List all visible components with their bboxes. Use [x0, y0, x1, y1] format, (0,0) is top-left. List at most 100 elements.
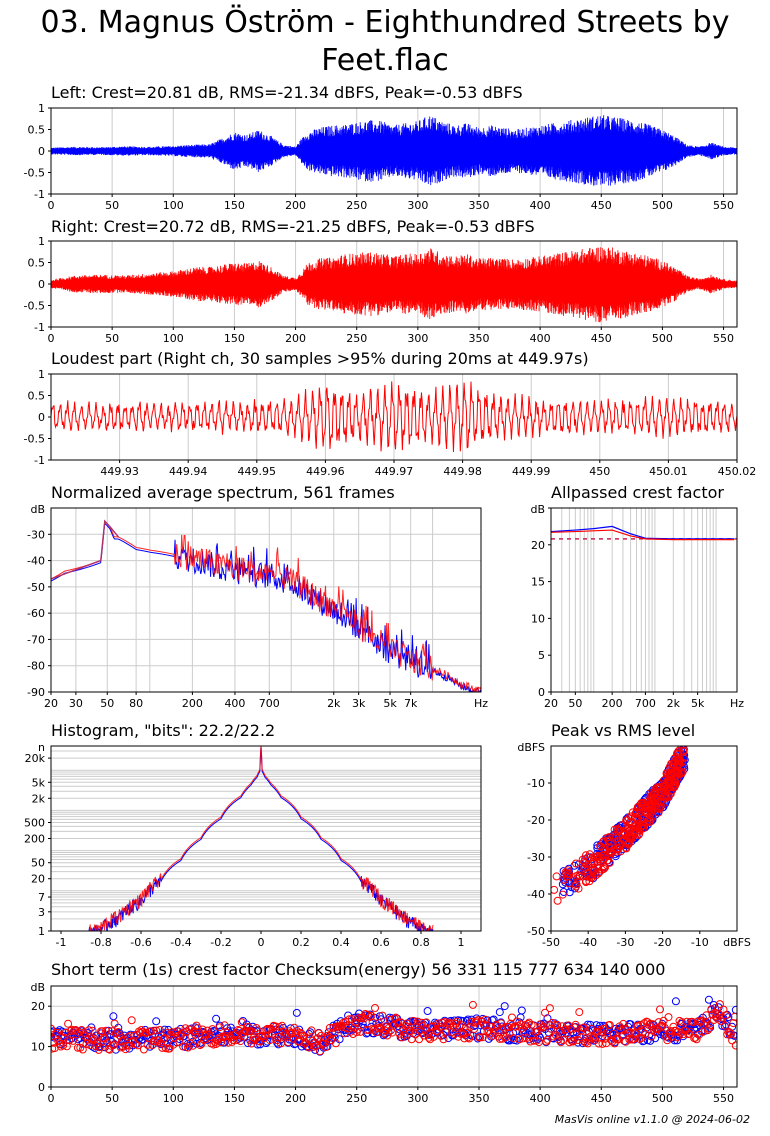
peakrms-point	[624, 814, 633, 823]
loudest-xtick-label: 449.93	[100, 465, 139, 478]
peakrms-point	[618, 821, 627, 830]
shortcrest-xtick-label: 400	[530, 1092, 551, 1105]
right-xtick-label: 400	[530, 332, 551, 345]
peakrms-point	[563, 866, 572, 875]
shortcrest-point	[517, 1006, 526, 1015]
histogram-ytick-label: 2k	[32, 792, 46, 805]
peakrms-point	[572, 882, 580, 891]
peakrms-point	[553, 896, 562, 905]
shortcrest-point	[75, 1028, 84, 1037]
shortcrest-point	[289, 1034, 298, 1043]
shortcrest-point	[575, 1008, 584, 1017]
loudest-xtick-label: 449.94	[169, 465, 208, 478]
shortcrest-point	[142, 1028, 151, 1037]
peakrms-point	[646, 815, 655, 824]
peakrms-point	[588, 866, 597, 874]
spectrum-title: Normalized average spectrum, 561 frames	[51, 483, 395, 502]
peakrms-point	[639, 821, 648, 830]
shortcrest-point	[295, 1037, 304, 1046]
shortcrest-point	[596, 1025, 604, 1034]
peakrms-point	[585, 850, 594, 859]
peakrms-point	[626, 818, 634, 827]
shortcrest-point	[669, 1022, 678, 1031]
shortcrest-point	[724, 1013, 733, 1022]
left-xtick-label: 100	[163, 199, 184, 212]
right-axes-frame	[50, 240, 738, 328]
left-xtick-label: 0	[48, 199, 55, 212]
shortcrest-point	[488, 1031, 497, 1040]
right-ytick-label: 0	[38, 278, 45, 291]
crest-plot	[551, 525, 737, 541]
shortcrest-point	[646, 1019, 655, 1028]
shortcrest-point	[307, 1026, 316, 1035]
histogram-xtick-label: 0.8	[412, 936, 430, 949]
shortcrest-point	[725, 1028, 734, 1037]
shortcrest-point	[708, 1010, 717, 1019]
crest-ytick-label: 10	[531, 612, 545, 625]
histogram-xtick-label: -0.4	[170, 936, 191, 949]
shortcrest-point	[228, 1037, 236, 1046]
peakrms-point	[578, 872, 587, 881]
peakrms-point	[635, 826, 644, 835]
spectrum-plot-area	[51, 508, 481, 692]
right-xtick-label: 100	[163, 332, 184, 345]
histogram-xtick-label: 0.6	[372, 936, 390, 949]
shortcrest-point	[147, 1027, 156, 1036]
shortcrest-point	[87, 1023, 96, 1032]
shortcrest-point	[660, 1023, 669, 1032]
histogram-axes-frame	[50, 745, 482, 932]
shortcrest-point	[152, 1017, 161, 1026]
peakrms-point	[614, 845, 622, 854]
shortcrest-point	[60, 1033, 69, 1042]
spectrum-xtick-label: 3k	[352, 697, 366, 710]
shortcrest-point	[340, 1029, 349, 1038]
peakrms-plot-area	[551, 746, 737, 931]
shortcrest-point	[702, 1011, 711, 1020]
peakrms-chart: Peak vs RMS level-50 -40 -30 -20 -10 dBFS-10-…	[517, 721, 750, 949]
loudest-xtick-label: 449.95	[238, 465, 277, 478]
crest-xtick-label: 5k	[691, 697, 705, 710]
shortcrest-point	[422, 1018, 431, 1027]
histogram-chart: Histogram, "bits": 22.2/22.2 -1 -0.8 -0.6 -0…	[24, 721, 482, 949]
peakrms-point	[652, 794, 661, 803]
shortcrest-point	[279, 1027, 288, 1036]
shortcrest-point	[160, 1034, 169, 1043]
histogram-xtick-label: -0.2	[210, 936, 231, 949]
shortcrest-point	[697, 1016, 706, 1025]
shortcrest-point	[322, 1043, 331, 1051]
shortcrest-point	[325, 1023, 334, 1032]
shortcrest-point	[509, 1034, 518, 1043]
shortcrest-point	[730, 1012, 737, 1021]
shortcrest-point	[720, 1021, 729, 1030]
spectrum-right-line	[51, 520, 481, 692]
left-waveform	[51, 115, 737, 186]
peakrms-point	[558, 890, 567, 899]
shortcrest-point	[514, 1033, 523, 1042]
shortcrest-point	[722, 1011, 730, 1020]
peakrms-point	[641, 803, 650, 812]
right-xtick-label: 300	[407, 332, 428, 345]
shortcrest-point	[59, 1041, 68, 1050]
shortcrest-point	[393, 1019, 402, 1028]
shortcrest-point	[715, 1000, 724, 1009]
shortcrest-point	[726, 1030, 735, 1039]
loudest-ytick-label: -1	[34, 454, 45, 467]
peakrms-right-points	[551, 746, 688, 905]
shortcrest-point	[270, 1033, 279, 1042]
left-ytick-label: 1	[38, 102, 45, 115]
shortcrest-point	[686, 1027, 695, 1036]
shortcrest-point	[479, 1020, 488, 1029]
shortcrest-point	[312, 1041, 321, 1050]
shortcrest-point	[127, 1016, 136, 1025]
shortcrest-point	[126, 1031, 135, 1040]
right-axes: 0 50 100 150 200 250 300 350 400 450 500 550 1 0.5 0 -0…	[24, 235, 738, 345]
shortcrest-point	[88, 1026, 97, 1035]
left-xtick-label: 200	[285, 199, 306, 212]
shortcrest-xtick-label: 0	[48, 1092, 55, 1105]
right-xtick-label: 50	[105, 332, 119, 345]
spectrum-plot	[51, 519, 481, 692]
shortcrest-point	[246, 1027, 255, 1036]
shortcrest-xtick-label: 200	[285, 1092, 306, 1105]
crest-ytick-label: 0	[538, 686, 545, 699]
